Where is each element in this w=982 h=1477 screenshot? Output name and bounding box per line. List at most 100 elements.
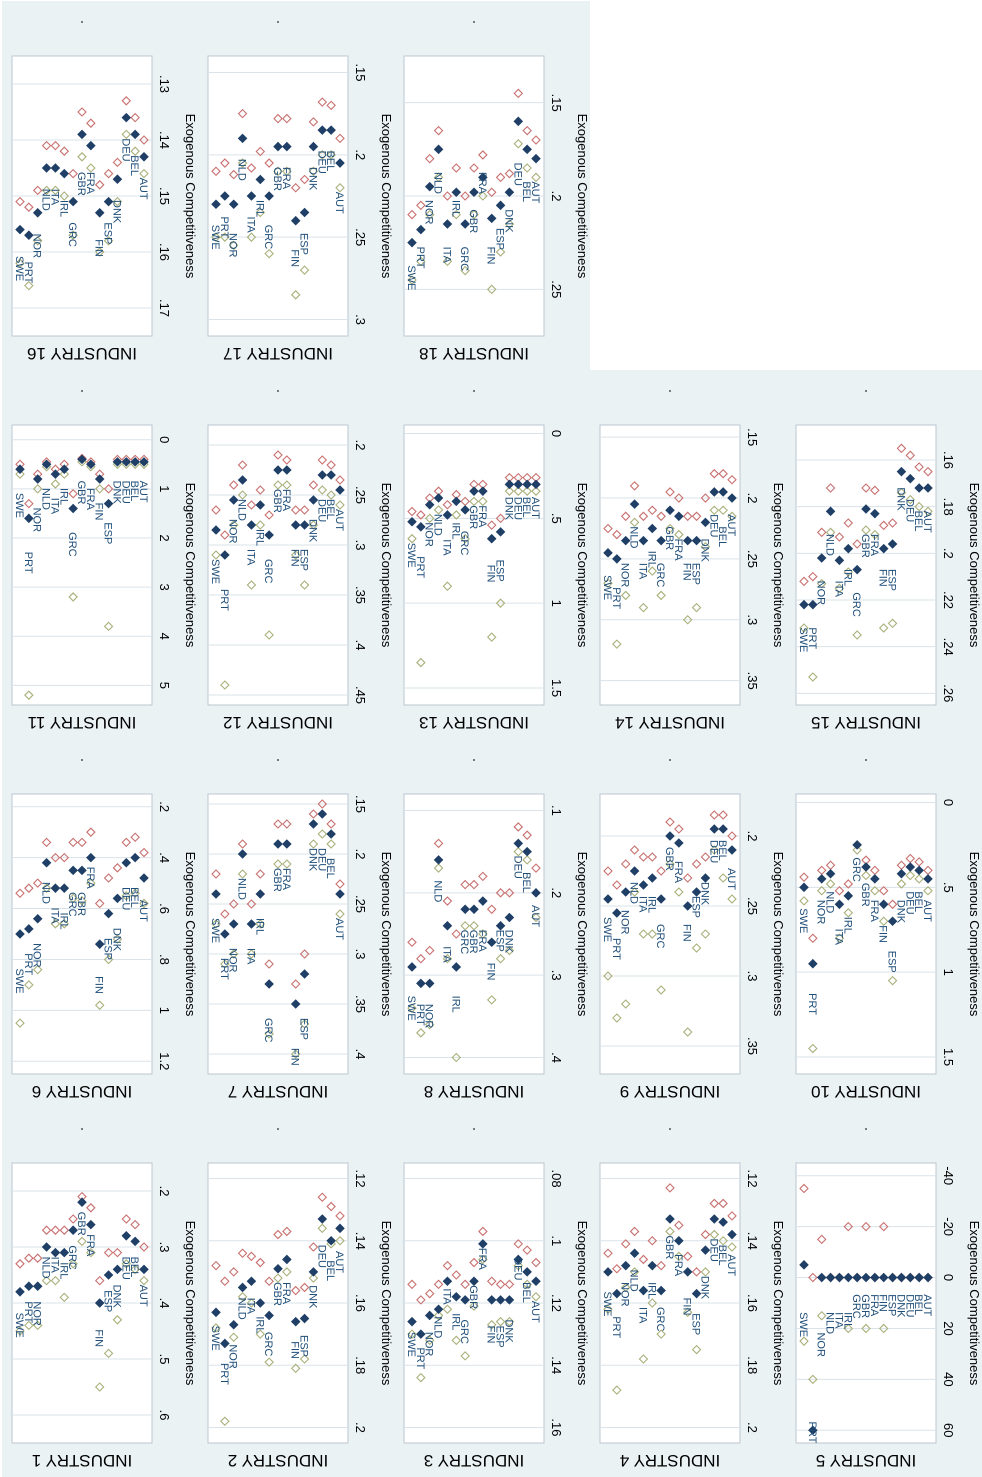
x-axis-marker (81, 390, 83, 392)
data-point-filled-gbr (77, 129, 87, 140)
data-point-filled-irl (843, 1272, 854, 1283)
country-label-irl: IRL (841, 917, 853, 934)
data-point-filled-ita (442, 219, 453, 229)
data-point-filled-esp (691, 1288, 702, 1299)
data-point-hollow-red-grc (460, 191, 470, 201)
data-point-hollow-olive-nor (816, 578, 827, 589)
industry-panel-12: INDUSTRY 12 Exogenous Competitiveness .2 .2… (198, 370, 394, 739)
data-point-hollow-olive-dnk (112, 1315, 123, 1325)
data-point-filled-prt (24, 230, 34, 240)
country-label-nld: NLD (432, 880, 444, 902)
country-label-ita: ITA (244, 549, 256, 566)
data-point-hollow-red-bel (326, 100, 336, 111)
data-point-hollow-olive-deu (709, 845, 720, 855)
data-point-hollow-olive-aut (727, 511, 737, 522)
country-label-prt: PRT (806, 627, 818, 649)
data-point-filled-deu (513, 838, 524, 849)
data-point-hollow-red-gbr (665, 487, 675, 497)
country-label-grc: GRC (458, 1319, 470, 1344)
y-tick-label: .3 (353, 314, 368, 325)
data-point-filled-grc (656, 894, 666, 904)
country-label-deu: DEU (511, 497, 523, 520)
industry-chart-5: INDUSTRY 5 Exogenous Competitiveness -40 -2… (786, 1108, 982, 1477)
panel-title: INDUSTRY 7 (228, 1082, 328, 1101)
y-tick-label: .45 (353, 686, 368, 704)
data-point-filled-ita (50, 163, 61, 173)
data-point-hollow-olive-gbr (273, 480, 283, 490)
industry-panel-11: INDUSTRY 11 Exogenous Competitiveness 0 1 2 3… (2, 370, 198, 739)
country-label-esp: ESP (690, 896, 702, 918)
data-point-filled-fra (478, 172, 488, 183)
data-point-filled-nld (237, 133, 248, 144)
data-point-hollow-olive-grc (460, 1351, 470, 1361)
data-point-hollow-red-gbr (77, 107, 87, 117)
y-tick-label: 1.2 (157, 1052, 172, 1070)
data-point-hollow-olive-swe (407, 1003, 417, 1013)
country-label-swe: SWE (405, 543, 417, 568)
data-point-hollow-red-bel (130, 1219, 140, 1230)
data-point-filled-fra (282, 1254, 292, 1265)
data-point-hollow-red-aut (335, 133, 345, 144)
country-label-fra: FRA (868, 1294, 880, 1317)
data-point-hollow-olive-esp (103, 236, 114, 246)
country-label-fra: FRA (84, 1234, 96, 1257)
data-point-filled-swe (799, 1260, 809, 1270)
data-point-filled-irl (451, 496, 462, 507)
data-point-hollow-olive-gbr (469, 1301, 479, 1311)
data-point-hollow-olive-gbr (861, 1323, 871, 1334)
country-label-prt: PRT (22, 953, 34, 975)
data-point-hollow-red-bel (718, 1198, 728, 1209)
data-point-hollow-red-prt (416, 1295, 426, 1305)
y-axis-label: Exogenous Competitiveness (967, 852, 982, 1017)
country-label-nld: NLD (236, 159, 248, 181)
data-point-filled-fra (478, 896, 488, 906)
country-label-fra: FRA (672, 861, 684, 884)
data-point-filled-esp (103, 908, 114, 919)
data-point-filled-bel (130, 1236, 140, 1247)
country-label-deu: DEU (903, 1294, 915, 1317)
data-point-filled-dnk (112, 457, 123, 467)
data-point-filled-deu (121, 457, 132, 467)
data-point-hollow-red-nld (237, 108, 248, 119)
data-point-filled-bel (718, 487, 728, 497)
country-label-fin: FIN (681, 1298, 693, 1316)
data-point-hollow-red-irl (255, 485, 266, 495)
data-point-filled-ita (638, 1285, 649, 1296)
data-point-hollow-red-bel (718, 810, 728, 820)
data-point-filled-deu (121, 857, 132, 868)
data-point-hollow-red-fra (478, 1226, 488, 1237)
country-label-irl: IRL (449, 200, 461, 217)
data-point-hollow-red-esp (887, 899, 898, 910)
country-label-dnk: DNK (110, 928, 122, 952)
y-axis-label: Exogenous Competitiveness (575, 483, 590, 648)
data-point-filled-nld (629, 1248, 640, 1258)
country-label-nld: NLD (628, 1270, 640, 1292)
data-point-filled-nor (32, 474, 43, 484)
data-point-filled-swe (603, 548, 613, 558)
data-point-filled-nor (424, 181, 435, 192)
country-label-prt: PRT (806, 993, 818, 1015)
data-point-hollow-red-prt (24, 498, 34, 509)
data-point-hollow-olive-dnk (700, 541, 711, 552)
data-point-filled-nld (825, 868, 836, 879)
y-tick-label: .5 (157, 1354, 172, 1365)
country-label-swe: SWE (209, 1326, 221, 1351)
data-point-hollow-red-aut (727, 831, 737, 841)
data-point-filled-irl (59, 883, 70, 893)
data-point-hollow-red-swe (799, 872, 809, 882)
y-tick-label: .24 (941, 638, 956, 656)
data-point-hollow-red-grc (264, 510, 274, 520)
country-label-deu: DEU (315, 499, 327, 522)
data-point-filled-fra (478, 486, 488, 496)
data-point-hollow-olive-irl (59, 919, 70, 929)
country-label-fin: FIN (289, 249, 301, 267)
data-point-filled-dnk (112, 174, 123, 184)
data-point-filled-aut (727, 1229, 737, 1240)
data-point-filled-esp (299, 1313, 310, 1324)
data-point-hollow-red-esp (103, 484, 114, 494)
data-point-hollow-red-fra (478, 871, 488, 882)
data-point-filled-aut (923, 483, 933, 493)
data-point-hollow-olive-aut (923, 506, 933, 517)
data-point-hollow-olive-aut (531, 1292, 541, 1302)
data-point-hollow-red-swe (15, 1259, 25, 1269)
